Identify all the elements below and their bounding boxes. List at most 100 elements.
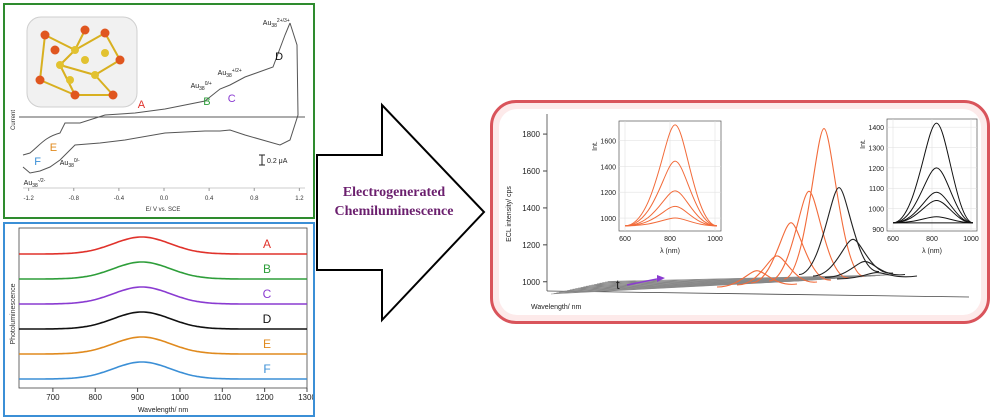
ecl-inset-x-tick-label: 600 — [887, 236, 899, 243]
pl-series-line — [19, 361, 307, 380]
cv-charge-state-label: Au38+/2+ — [218, 68, 242, 79]
ecl-inset-spectrum — [624, 190, 718, 227]
ecl-spectrum-line — [736, 255, 818, 286]
cv-peak-label: D — [275, 51, 283, 63]
ecl-inset-y-tick-label: 900 — [872, 227, 884, 234]
ecl-y-tick-label: 1200 — [522, 241, 540, 250]
pl-x-tick-label: 700 — [46, 393, 60, 402]
cv-xlabel: E/ V vs. SCE — [146, 207, 181, 213]
ecl-inset-y-tick-label: 1000 — [600, 216, 616, 223]
cv-x-tick-label: 1.2 — [295, 196, 304, 202]
ecl-spectrum-line — [798, 187, 880, 276]
ecl-inset-y-tick-label: 1100 — [869, 186, 884, 193]
pl-series-label: E — [263, 337, 271, 351]
ecl-inset-y-tick-label: 1400 — [868, 125, 884, 132]
cv-charge-state-label: Au380/- — [60, 158, 80, 169]
ecl-inset-y-tick-label: 1400 — [600, 164, 616, 171]
ecl-inset-spectrum — [892, 122, 974, 224]
ecl-inset-spectrum — [624, 217, 718, 227]
pl-xlabel: Wavelength/ nm — [138, 407, 188, 414]
pl-series-label: B — [263, 262, 271, 276]
cv-peak-label: B — [203, 96, 210, 108]
pl-series-line — [19, 311, 307, 330]
ecl-inset-spectrum — [624, 124, 718, 227]
ecl-inset-spectrum — [624, 205, 718, 227]
ecl-inset-x-tick-label: 1000 — [707, 236, 723, 243]
ecl-y-tick-label: 1000 — [522, 278, 540, 287]
pl-series-line — [19, 236, 307, 255]
ecl-y-tick-label: 1800 — [522, 130, 540, 139]
ecl-inset-y-tick-label: 1000 — [868, 207, 884, 214]
pl-x-tick-label: 1200 — [256, 393, 274, 402]
ecl-label-line2: Chemiluminescence — [334, 204, 454, 219]
ecl-inset-xlabel: λ (nm) — [922, 248, 942, 255]
ecl-inset-y-tick-label: 1200 — [868, 166, 884, 173]
pl-series-line — [19, 261, 307, 280]
ecl-xlabel: Wavelength/ nm — [531, 304, 581, 311]
cv-x-tick-label: 0.8 — [250, 196, 259, 202]
ecl-inset-y-tick-label: 1300 — [868, 146, 884, 153]
cv-peak-label: C — [228, 93, 236, 105]
pl-series-label: C — [263, 287, 272, 301]
cv-x-tick-label: 0.0 — [160, 196, 169, 202]
pl-ylabel: Photoluminescence — [10, 283, 17, 344]
pl-x-tick-label: 1300 — [298, 393, 313, 402]
pl-x-tick-label: 800 — [89, 393, 103, 402]
cv-x-tick-label: -1.2 — [23, 196, 34, 202]
cv-peak-label: A — [138, 99, 146, 111]
time-label: t — [616, 277, 620, 292]
ecl-label: Electrogenerated Chemiluminescence — [318, 183, 470, 221]
ecl-y-tick-label: 1600 — [522, 167, 540, 176]
ecl-spectrum-line — [768, 190, 850, 282]
ecl-inset-x-tick-label: 1000 — [963, 236, 979, 243]
ecl-inset-x-tick-label: 800 — [926, 236, 938, 243]
pl-series-line — [19, 286, 307, 305]
pl-x-tick-label: 1000 — [171, 393, 189, 402]
ecl-inset-xlabel: λ (nm) — [660, 248, 680, 255]
au38-cluster-illustration — [26, 16, 138, 108]
cv-charge-state-label: Au38-/2- — [24, 178, 46, 189]
cv-peak-label: E — [50, 142, 57, 154]
ecl-inset: 1000 1200 1400 1600 600 800 1000 λ (nm) Int. — [592, 120, 723, 255]
ecl-inset-ylabel: Int. — [592, 141, 599, 151]
pl-series-label: F — [263, 362, 270, 376]
ecl-inset-y-tick-label: 1600 — [600, 138, 616, 145]
ecl-inset-spectrum — [892, 216, 974, 224]
cv-scale-label: 0.2 μA — [267, 158, 288, 165]
ecl-inset-y-tick-label: 1200 — [600, 190, 616, 197]
pl-series-label: A — [263, 237, 271, 251]
cv-x-tick-label: 0.4 — [205, 196, 214, 202]
ecl-spectrum-line — [716, 270, 798, 288]
cv-trace — [22, 22, 299, 174]
ecl-inset-spectrum — [892, 199, 974, 224]
ecl-y-tick-label: 1400 — [522, 204, 540, 213]
cv-charge-state-label: Au380/+ — [191, 81, 212, 92]
ecl-inset-spectrum — [624, 160, 718, 227]
ecl-inset: 900 1000 1100 1200 1300 1400 600 800 1000 λ (nm) I… — [860, 118, 979, 255]
ecl-inset-x-tick-label: 800 — [664, 236, 676, 243]
cv-charge-state-label: Au382+/3+ — [263, 18, 290, 29]
time-arrow: t — [616, 275, 665, 292]
cv-x-tick-label: -0.4 — [114, 196, 125, 202]
cv-ylabel: Current — [11, 110, 17, 130]
ecl-inset-ylabel: Int. — [860, 139, 867, 149]
ecl-inset-spectrum — [892, 167, 974, 224]
ecl-inset-spectrum — [892, 191, 974, 224]
ecl-spectrum-line — [812, 238, 894, 277]
ecl-panel: ECL intensity/ cps 1000 1200 1400 1600 1800 … — [490, 100, 990, 324]
ecl-label-line1: Electrogenerated — [342, 185, 446, 200]
pl-x-tick-label: 1100 — [214, 393, 232, 402]
process-arrow — [316, 102, 486, 323]
ecl-baseline-trace — [607, 274, 894, 282]
ecl-ylabel: ECL intensity/ cps — [506, 186, 513, 242]
pl-series-label: D — [263, 312, 272, 326]
ecl-chart: ECL intensity/ cps 10001200140016001800 … — [506, 114, 979, 311]
ecl-spectrum-line — [836, 271, 918, 280]
cv-scale-bar: 0.2 μA — [259, 154, 288, 166]
ecl-inset-x-tick-label: 600 — [619, 236, 631, 243]
ecl-spectrum-line — [750, 222, 832, 284]
cv-chart: Current A B C D EF Au382+/3+ Au38+/2+ Au380/+ A… — [11, 16, 305, 213]
